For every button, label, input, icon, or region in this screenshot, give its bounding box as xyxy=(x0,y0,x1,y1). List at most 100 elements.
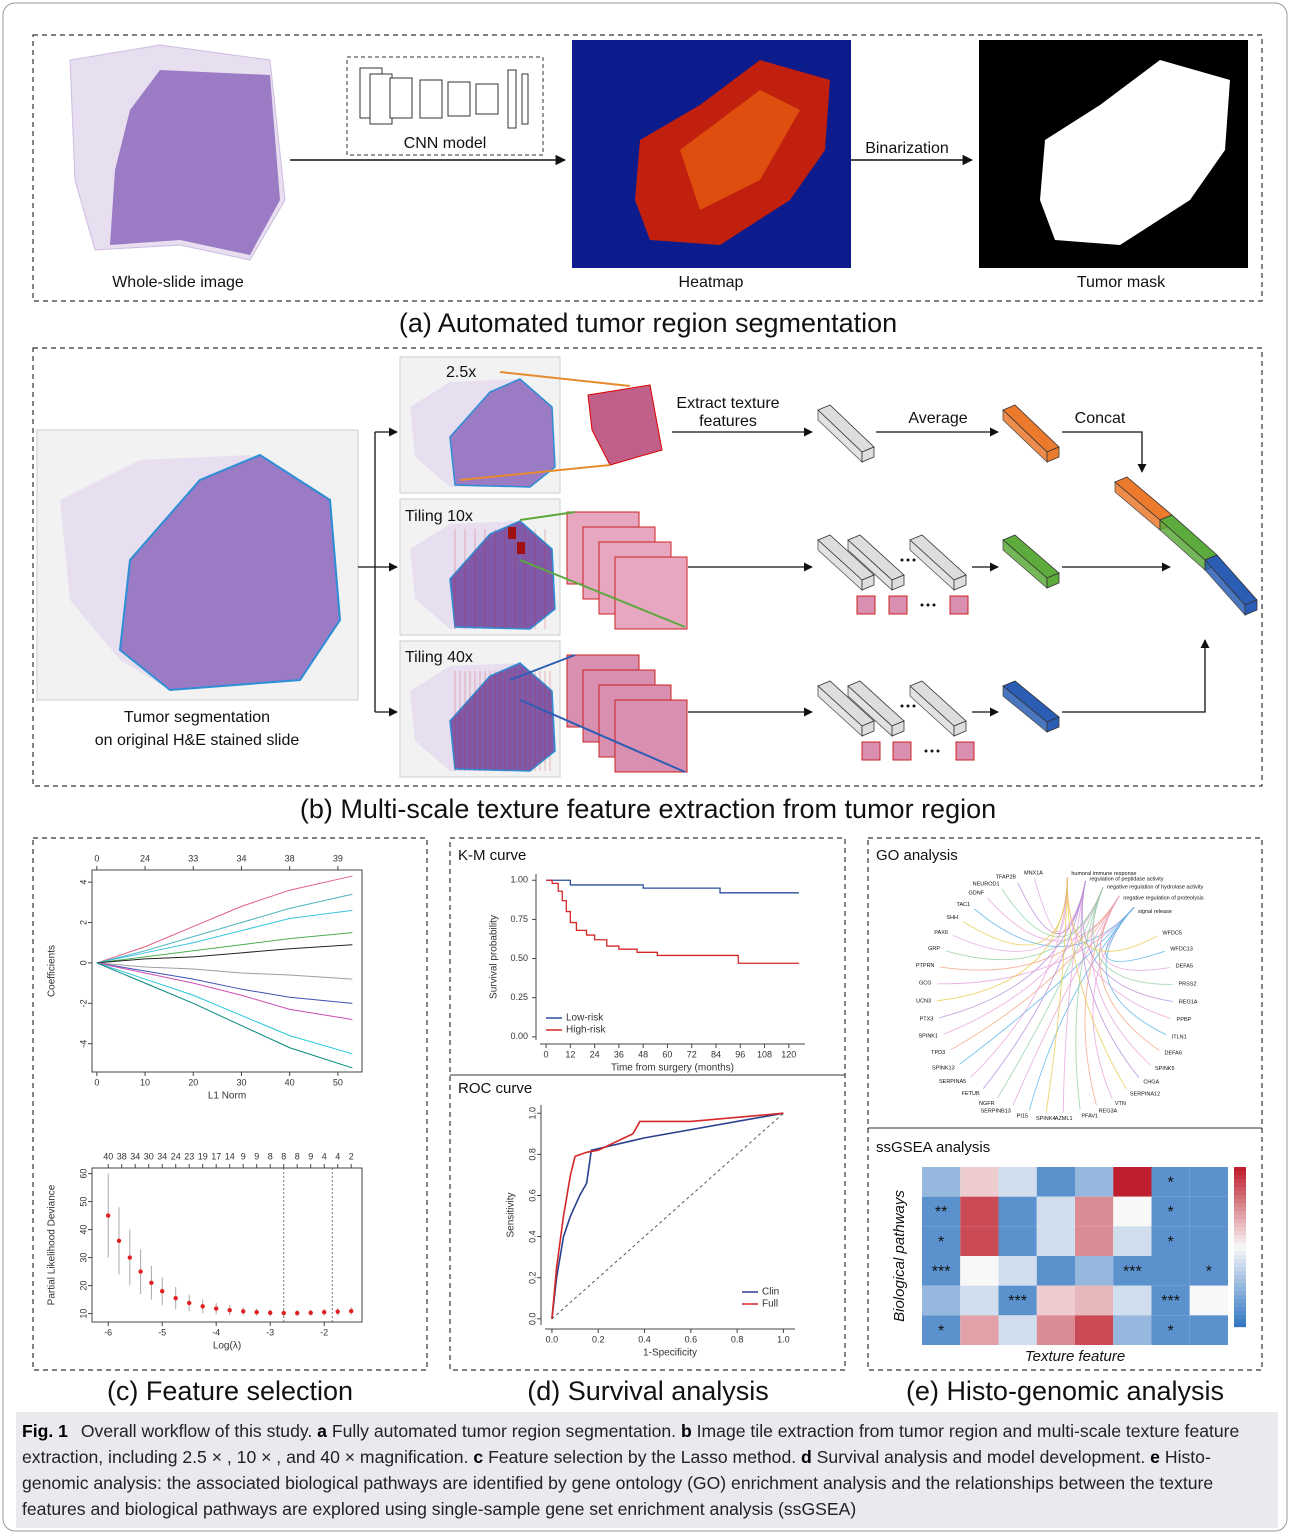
heatmap-cell xyxy=(1151,1226,1190,1256)
point xyxy=(295,1310,300,1316)
gene-label: SERPINB13 xyxy=(981,1108,1011,1114)
chord xyxy=(1062,880,1086,1113)
chord xyxy=(997,887,1104,1099)
colorbar-step xyxy=(1234,1307,1246,1312)
caption-key: a xyxy=(317,1421,327,1441)
x-tick-label: -6 xyxy=(104,1327,112,1337)
gene-label: SERPINA12 xyxy=(1130,1091,1160,1097)
panel-caption: (e) Histo-genomic analysis xyxy=(906,1376,1224,1406)
caption-text: Survival analysis and model development. xyxy=(816,1447,1146,1467)
colorbar-step xyxy=(1234,1171,1246,1176)
y-tick-label: 1.00 xyxy=(510,875,528,885)
gene-label: GDNF xyxy=(969,891,985,897)
y-axis-title: Sensitivity xyxy=(506,1192,517,1237)
x-tick-label: 48 xyxy=(638,1049,648,1059)
ellipsis-dot xyxy=(906,558,910,562)
chord xyxy=(1081,880,1173,1002)
x-tick-label: 0 xyxy=(94,1077,99,1087)
legend-label: Low-risk xyxy=(566,1013,604,1024)
y-tick-label: -4 xyxy=(78,1040,88,1048)
heatmap-cell xyxy=(1036,1196,1075,1227)
y-axis-title: Coefficients xyxy=(47,945,58,997)
x-tick-label: 0.6 xyxy=(685,1334,698,1344)
heatmap-cell xyxy=(922,1285,961,1316)
step-label: Concat xyxy=(1075,410,1126,427)
heatmap-cell xyxy=(960,1226,999,1256)
tile xyxy=(614,556,688,630)
gene-label: SPINK5 xyxy=(1155,1066,1175,1072)
colorbar-step xyxy=(1234,1279,1246,1284)
colorbar-step xyxy=(1234,1223,1246,1228)
gene-label: PFAV1 xyxy=(1081,1114,1098,1120)
term-label: regulation of peptidase activity xyxy=(1090,876,1164,882)
point xyxy=(116,1238,122,1244)
y-tick-label: 1.0 xyxy=(527,1107,537,1120)
colorbar-step xyxy=(1234,1207,1246,1212)
heatmap-cell xyxy=(1189,1315,1228,1345)
gene-label: UCN3 xyxy=(916,999,931,1005)
x-axis-title: Log(λ) xyxy=(213,1341,241,1352)
panel-b-texts: Tumor segmentation on original H&E stain… xyxy=(95,364,1126,824)
gene-label: TAC1 xyxy=(957,902,971,908)
gene-label: PPBP xyxy=(1177,1017,1192,1023)
top-tick-label: 19 xyxy=(198,1151,208,1161)
heatmap-cell xyxy=(960,1167,999,1197)
point xyxy=(268,1310,273,1315)
chord xyxy=(939,880,1086,1019)
colorbar-step xyxy=(1234,1283,1246,1288)
chord xyxy=(1012,895,1120,1106)
x-tick-label: -2 xyxy=(320,1327,328,1337)
y-tick-label: 10 xyxy=(78,1309,88,1319)
x-tick-label: 12 xyxy=(565,1049,575,1059)
x-tick-label: 36 xyxy=(614,1049,624,1059)
vector xyxy=(861,720,875,737)
heatmap-cell xyxy=(1189,1256,1228,1286)
series-line xyxy=(96,909,353,964)
series-line xyxy=(96,962,353,980)
series-line xyxy=(551,1112,784,1319)
top-tick-label: 40 xyxy=(103,1151,113,1161)
tile xyxy=(614,699,688,773)
vector xyxy=(861,446,875,463)
x-tick-label: 72 xyxy=(687,1049,697,1059)
heatmap-cell xyxy=(960,1285,999,1316)
vector xyxy=(953,574,967,591)
colorbar-step xyxy=(1234,1239,1246,1244)
significance-label: * xyxy=(1168,1204,1174,1221)
x-tick-label: 24 xyxy=(590,1049,600,1059)
x-tick-label: 108 xyxy=(757,1049,772,1059)
heatmap-cell xyxy=(998,1196,1037,1227)
tile-highlight xyxy=(517,542,525,554)
chord xyxy=(1001,887,1104,938)
tile xyxy=(861,741,881,761)
layout xyxy=(32,34,1263,1371)
top-tick-label: 24 xyxy=(140,853,150,863)
gene-label: WFDC5 xyxy=(1162,930,1182,936)
top-tick-label: 9 xyxy=(254,1151,259,1161)
tile xyxy=(892,741,912,761)
y-axis-title: Biological pathways xyxy=(891,1190,908,1322)
gene-label: NEUROD1 xyxy=(973,882,1000,888)
ellipsis-dot xyxy=(924,749,928,753)
point xyxy=(214,1306,219,1311)
x-axis-title: Time from surgery (months) xyxy=(611,1063,734,1074)
chart-title: ROC curve xyxy=(458,1080,532,1097)
colorbar-step xyxy=(1234,1167,1246,1172)
gene-label: DEFA6 xyxy=(1164,1051,1181,1057)
gene-label: FETUB xyxy=(962,1091,980,1097)
term-label: humoral immune response xyxy=(1071,871,1136,877)
y-tick-label: 20 xyxy=(78,1281,88,1291)
significance-label: * xyxy=(1168,1175,1174,1192)
vector xyxy=(953,720,967,737)
significance-label: * xyxy=(1168,1234,1174,1251)
colorbar-step xyxy=(1234,1187,1246,1192)
x-tick-label: 84 xyxy=(711,1049,721,1059)
y-tick-label: 0.75 xyxy=(510,914,528,924)
heatmap-cell xyxy=(1113,1196,1152,1227)
step-label: features xyxy=(699,413,757,430)
heatmap-cell xyxy=(1036,1285,1075,1316)
tile xyxy=(949,595,969,615)
heatmap-cell xyxy=(1075,1196,1114,1227)
gene-label: PTX3 xyxy=(920,1016,934,1022)
